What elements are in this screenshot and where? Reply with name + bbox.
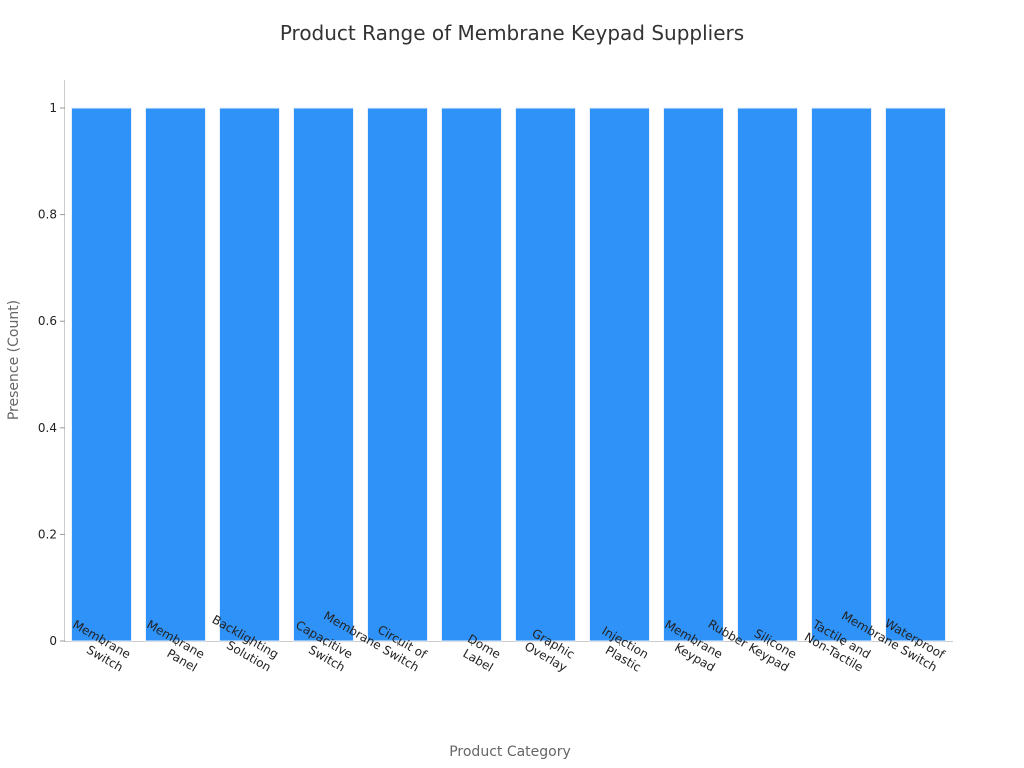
bar-5 (441, 107, 502, 642)
bar-0 (71, 107, 132, 642)
bar-8 (663, 107, 724, 642)
bar-10 (811, 107, 872, 642)
y-tick-label-4: 0.8 (38, 208, 57, 222)
bar-6 (515, 107, 576, 642)
y-tick-label-2: 0.4 (38, 421, 57, 435)
y-tick-label-5: 1 (49, 101, 57, 115)
y-tick-label-0: 0 (49, 634, 57, 648)
bar-9 (737, 107, 798, 642)
y-ticks-group: 0 0.2 0.4 0.6 0.8 1 (38, 101, 65, 648)
bar-1 (145, 107, 206, 642)
bar-4 (367, 107, 428, 642)
y-tick-label-1: 0.2 (38, 527, 57, 541)
bar-7 (589, 107, 650, 642)
bars-group (71, 107, 946, 642)
x-axis-label: Product Category (449, 744, 571, 760)
bar-2 (219, 107, 280, 642)
bar-3 (293, 107, 354, 642)
y-axis-label: Presence (Count) (6, 300, 22, 420)
bar-11 (885, 107, 946, 642)
chart-title: Product Range of Membrane Keypad Supplie… (280, 21, 744, 45)
y-tick-label-3: 0.6 (38, 314, 57, 328)
